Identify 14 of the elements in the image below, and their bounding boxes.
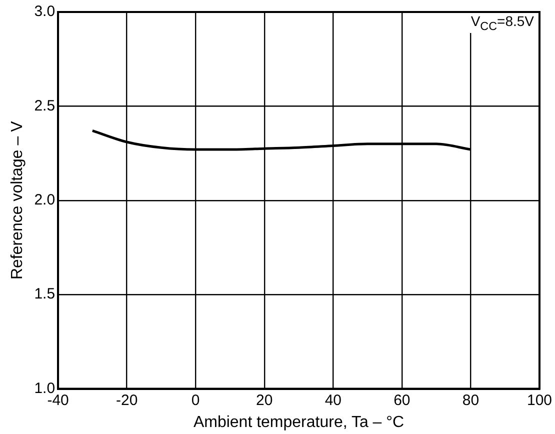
x-tick-label: -20 <box>116 392 138 409</box>
x-tick-label: 0 <box>191 392 200 409</box>
y-tick-label: 2.0 <box>34 192 56 209</box>
x-tick-label: 20 <box>256 392 273 409</box>
y-axis-title: Reference voltage – V <box>9 120 26 280</box>
annotation: V$_{CC}$=8.5V <box>470 13 534 33</box>
x-tick-label: 40 <box>324 392 342 409</box>
x-axis-title: Ambient temperature, Ta – °C <box>193 414 404 431</box>
y-tick-label: 3.0 <box>34 3 56 20</box>
x-tick-label: 80 <box>462 392 480 409</box>
x-tick-label: 100 <box>526 392 552 409</box>
x-tick-label: 60 <box>394 392 410 409</box>
y-tick-label: 2.5 <box>34 97 56 114</box>
y-tick-label: 1.5 <box>34 286 56 303</box>
